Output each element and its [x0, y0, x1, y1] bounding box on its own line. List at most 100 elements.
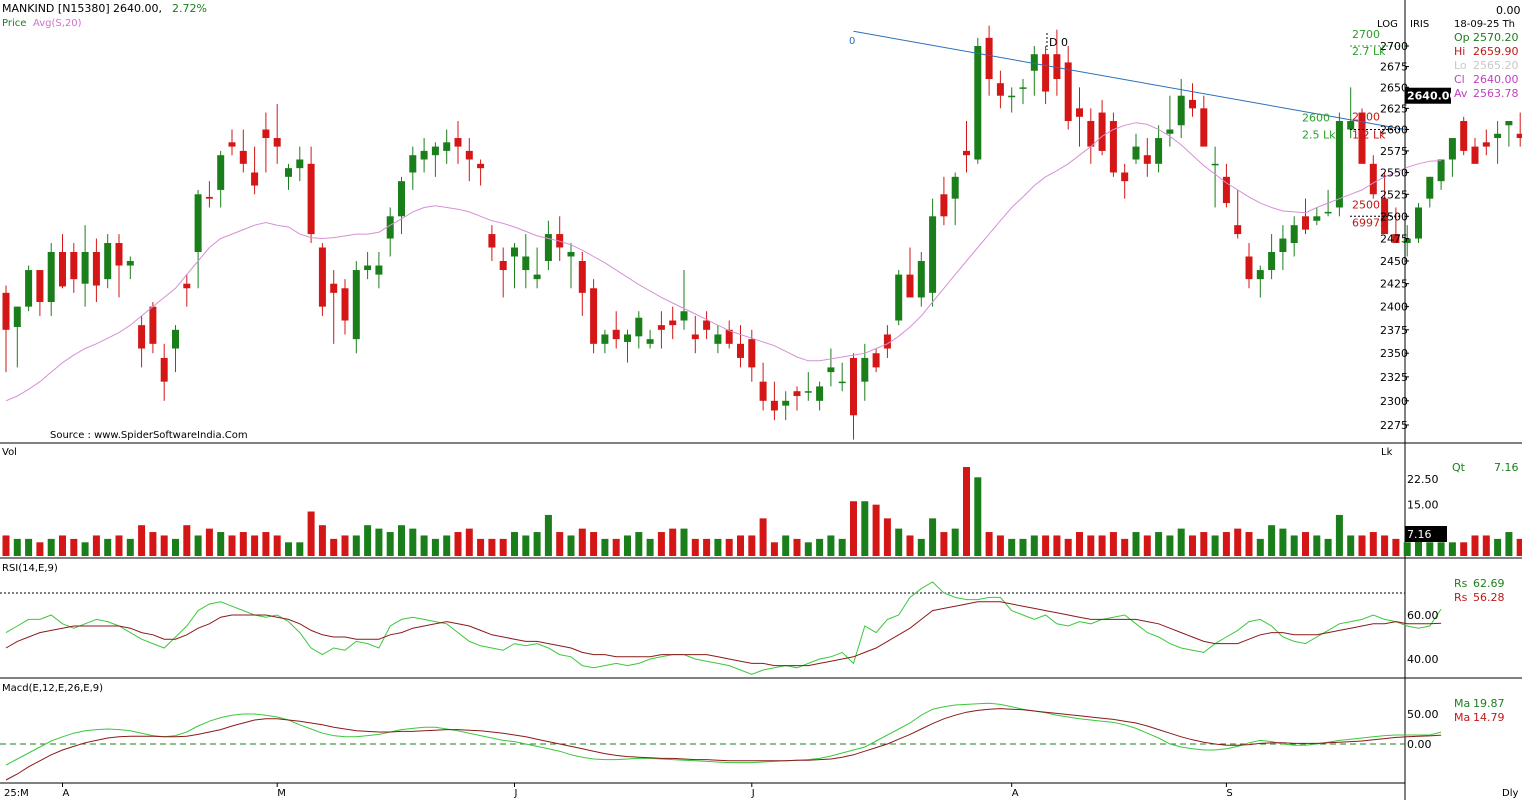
candle-body — [906, 274, 914, 298]
candle-body — [1448, 138, 1456, 160]
candle-body — [47, 251, 55, 303]
price-tick-label: 2525 — [1380, 188, 1408, 201]
candle-body — [895, 274, 903, 321]
candle-body — [1098, 112, 1106, 151]
candle-body — [590, 288, 598, 344]
volume-bar — [725, 538, 733, 556]
volume-bar — [963, 467, 970, 556]
candle-body — [183, 283, 191, 289]
volume-bar — [691, 538, 699, 556]
volume-bar — [759, 518, 767, 556]
volume-bar — [1222, 532, 1230, 556]
period-label[interactable]: Dly — [1502, 788, 1518, 799]
candle-body — [160, 357, 168, 382]
volume-bar — [1460, 542, 1468, 556]
volume-bar — [59, 535, 66, 556]
candle-body — [398, 181, 405, 217]
volume-bar — [477, 538, 485, 556]
month-label: J — [514, 788, 518, 799]
volume-bar — [804, 542, 812, 556]
macd-signal-line — [5, 708, 1442, 781]
volume-bar — [1234, 528, 1242, 556]
candle-body — [1177, 95, 1185, 126]
volume-bar — [1369, 532, 1377, 556]
volume-bar — [398, 525, 405, 556]
volume-bar — [590, 532, 598, 556]
volume-bar — [2, 535, 10, 556]
candle-body — [1415, 207, 1422, 239]
volume-bar — [782, 535, 790, 556]
macd-row-label: Ma — [1454, 711, 1470, 724]
volume-bar — [239, 532, 247, 556]
o-marker: 0 — [849, 36, 855, 47]
candle-body — [1245, 256, 1253, 280]
volume-bar — [940, 532, 948, 556]
volume-bar — [1053, 535, 1061, 556]
candle-body — [759, 381, 767, 401]
volume-bar — [669, 528, 677, 556]
macd-row-value: 14.79 — [1473, 711, 1505, 724]
volume-bar — [217, 532, 225, 556]
candle-body — [1403, 238, 1411, 244]
candle-body — [13, 306, 21, 328]
candle-body — [443, 142, 451, 151]
price-tick-label: 2425 — [1380, 278, 1408, 291]
candle-body — [1358, 112, 1366, 164]
candle-body — [1494, 133, 1502, 139]
volume-bar — [895, 528, 903, 556]
volume-bar — [1415, 538, 1422, 556]
candle-body — [1369, 163, 1377, 195]
candle-body — [522, 256, 530, 271]
month-label: S — [1226, 788, 1232, 799]
macd-row-value: 19.87 — [1473, 697, 1505, 710]
candle-body — [703, 320, 711, 330]
ohlc-row-label: Cl — [1454, 73, 1465, 86]
trendline — [853, 30, 1406, 131]
rsi-row-value: 56.28 — [1473, 591, 1505, 604]
candle-body — [680, 311, 688, 321]
volume-bar — [861, 501, 869, 556]
candle-body — [1064, 62, 1072, 122]
candle-body — [883, 334, 891, 349]
candle-body — [296, 159, 304, 169]
candle-body — [36, 270, 44, 303]
candle-body — [533, 274, 541, 280]
ohlc-row-label: Op — [1454, 31, 1470, 44]
volume-bar — [1166, 535, 1174, 556]
candle-body — [330, 283, 338, 293]
scale-mode-label[interactable]: LOG — [1377, 19, 1398, 30]
price-series-label: Price — [2, 18, 26, 29]
volume-bar — [1347, 535, 1355, 556]
candle-body — [285, 168, 292, 177]
volume-bar — [1098, 535, 1106, 556]
volume-bar — [601, 538, 609, 556]
candle-body — [205, 196, 213, 199]
volume-bar — [929, 518, 937, 556]
volume-bar — [917, 538, 925, 556]
volume-bar — [951, 528, 959, 556]
volume-bar — [556, 532, 564, 556]
volume-bar — [533, 532, 541, 556]
volume-bar — [36, 542, 44, 556]
volume-bar — [251, 535, 259, 556]
volume-bar — [1132, 532, 1140, 556]
volume-bar — [149, 532, 157, 556]
last-price-tag — [1405, 87, 1451, 104]
candle-body — [1437, 159, 1445, 182]
rsi-row-label: Rs — [1454, 591, 1468, 604]
volume-bar — [1076, 532, 1083, 556]
candle-body — [431, 146, 439, 156]
price-tick-label: 2700 — [1380, 40, 1408, 53]
price-tick-label: 2450 — [1380, 255, 1408, 268]
candle-body — [1109, 121, 1117, 173]
candle-body — [861, 357, 869, 382]
volume-bar — [1279, 528, 1287, 556]
candle-body — [465, 150, 473, 160]
candle-body — [352, 270, 360, 340]
candle-body — [1313, 216, 1321, 221]
volume-bar — [375, 528, 383, 556]
candle-body — [1143, 155, 1151, 164]
month-label: 25:M — [4, 788, 29, 799]
price-tick-label: 2400 — [1380, 301, 1408, 314]
